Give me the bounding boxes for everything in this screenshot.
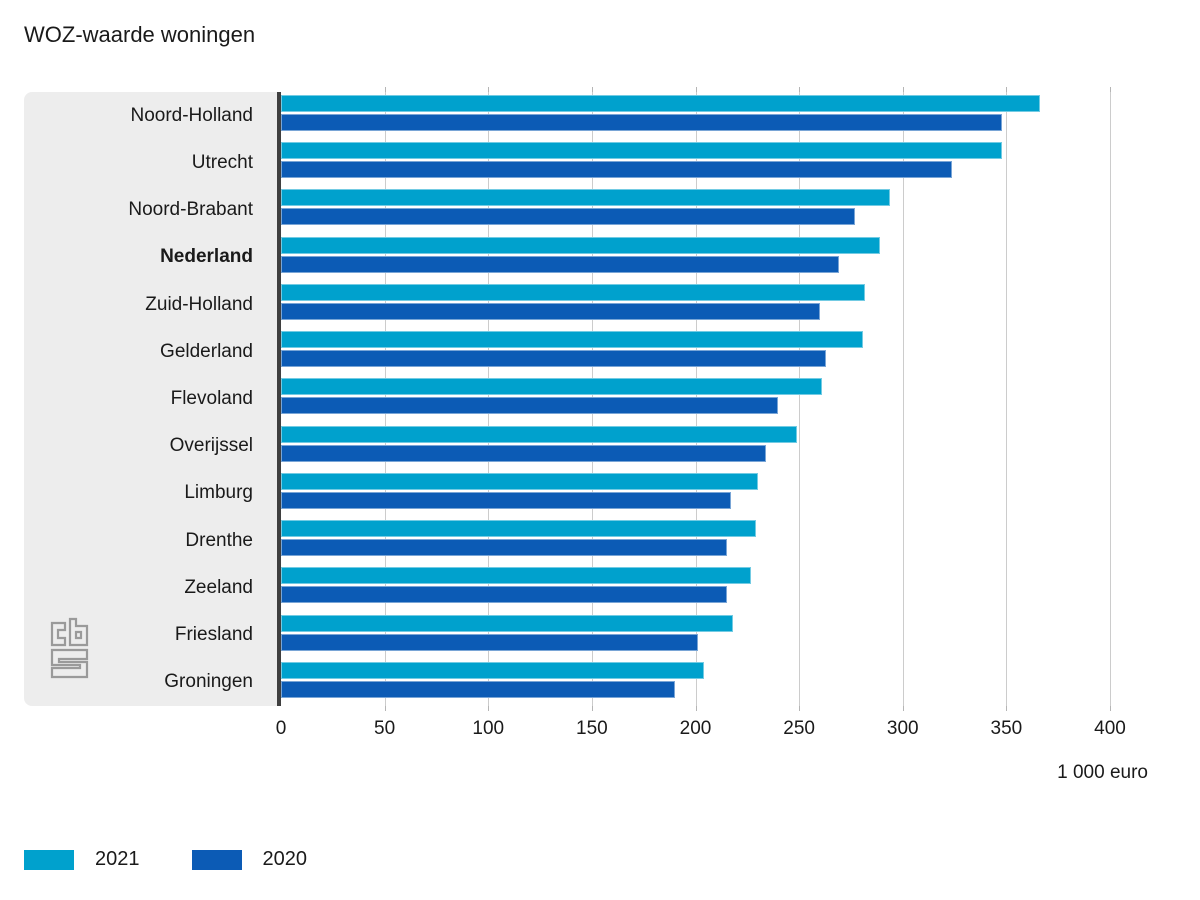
bar-group-nederland (281, 234, 1110, 281)
bar-2020-friesland[interactable] (281, 633, 698, 651)
legend-label-2021: 2021 (95, 848, 140, 870)
bar-2021-zeeland[interactable] (281, 567, 752, 585)
axis-tick-bottom-400 (1110, 706, 1111, 711)
bar-group-drenthe (281, 517, 1110, 564)
category-label-gelderland: Gelderland (160, 340, 253, 362)
gridline-350 (1006, 92, 1008, 706)
x-tick-label-0: 0 (275, 718, 287, 739)
axis-unit-label: 1 000 euro (1057, 762, 1148, 783)
bar-2021-zuid-holland[interactable] (281, 283, 866, 301)
x-tick-label-200: 200 (679, 718, 712, 739)
bar-2021-noord-holland[interactable] (281, 95, 1040, 112)
bar-group-noord-brabant (281, 186, 1110, 233)
bar-2020-groningen[interactable] (281, 680, 675, 698)
x-tick-label-250: 250 (783, 718, 815, 739)
category-label-overijssel: Overijssel (169, 435, 253, 457)
bar-2021-limburg[interactable] (281, 472, 758, 490)
legend-swatch-2021 (24, 849, 74, 870)
bar-2021-gelderland[interactable] (281, 331, 864, 349)
bar-2021-noord-brabant[interactable] (281, 189, 891, 207)
bar-group-zuid-holland (281, 281, 1110, 328)
bar-group-utrecht (281, 139, 1110, 186)
bar-2021-utrecht[interactable] (281, 142, 1003, 160)
bar-2021-overijssel[interactable] (281, 425, 798, 443)
gridline-250 (799, 92, 801, 706)
bar-group-zeeland (281, 564, 1110, 611)
axis-tick-bottom-100 (488, 706, 490, 711)
bar-2020-gelderland[interactable] (281, 350, 827, 368)
category-label-panel: Noord-Holland Utrecht Noord-Brabant Nederla… (24, 92, 277, 706)
axis-tick-bottom-50 (384, 706, 386, 711)
legend: 2021 2020 (24, 848, 359, 871)
cbs-logo-icon (50, 617, 89, 679)
axis-tick-top-50 (384, 87, 386, 92)
bar-2020-noord-brabant[interactable] (281, 208, 856, 226)
bar-2021-nederland[interactable] (281, 236, 880, 254)
gridline-400 (1110, 92, 1111, 706)
axis-tick-top-300 (902, 87, 904, 92)
category-label-zuid-holland: Zuid-Holland (145, 293, 253, 315)
axis-tick-top-100 (488, 87, 490, 92)
x-tick-label-150: 150 (576, 718, 608, 739)
axis-tick-bottom-350 (1006, 706, 1008, 711)
bar-group-overijssel (281, 423, 1110, 470)
legend-label-2020: 2020 (262, 848, 308, 870)
axis-tick-top-150 (591, 87, 593, 92)
category-label-zeeland: Zeeland (184, 576, 253, 598)
x-axis-tick-labels: 0 50 100 150 200 250 300 350 400 (276, 718, 1126, 744)
category-label-friesland: Friesland (174, 624, 253, 646)
bar-2020-overijssel[interactable] (281, 444, 766, 462)
axis-tick-top-400 (1110, 87, 1111, 92)
category-label-groningen: Groningen (164, 671, 253, 693)
bar-2020-nederland[interactable] (281, 255, 839, 273)
bar-2020-utrecht[interactable] (281, 161, 953, 179)
category-label-limburg: Limburg (184, 482, 253, 504)
chart-title: WOZ-waarde woningen (24, 22, 256, 47)
bar-2020-zeeland[interactable] (281, 586, 727, 604)
bars-area (281, 87, 1111, 711)
bar-rows-container (281, 92, 1110, 706)
axis-tick-bottom-300 (902, 706, 904, 711)
category-label-noord-brabant: Noord-Brabant (128, 199, 253, 221)
axis-tick-bottom-250 (799, 706, 801, 711)
bar-group-gelderland (281, 328, 1110, 375)
legend-swatch-2020 (191, 849, 242, 870)
bar-2021-drenthe[interactable] (281, 520, 756, 538)
axis-tick-top-350 (1006, 87, 1008, 92)
y-axis-line (277, 92, 281, 706)
x-tick-label-300: 300 (886, 718, 919, 739)
axis-tick-bottom-150 (591, 706, 593, 711)
category-label-nederland: Nederland (160, 246, 253, 268)
category-label-drenthe: Drenthe (185, 529, 253, 551)
category-label-utrecht: Utrecht (191, 151, 253, 173)
bar-2021-groningen[interactable] (281, 661, 704, 679)
bar-2021-friesland[interactable] (281, 614, 733, 632)
bar-2021-flevoland[interactable] (281, 378, 822, 396)
bar-group-limburg (281, 470, 1110, 517)
bar-group-groningen (281, 659, 1110, 706)
bar-group-noord-holland (281, 92, 1110, 139)
bar-group-friesland (281, 612, 1110, 659)
bar-2020-noord-holland[interactable] (281, 114, 1003, 131)
x-tick-label-400: 400 (1094, 718, 1126, 739)
category-label-noord-holland: Noord-Holland (130, 104, 253, 126)
gridline-300 (902, 92, 904, 706)
x-tick-label-50: 50 (374, 718, 396, 739)
bar-group-flevoland (281, 375, 1110, 422)
bar-2020-limburg[interactable] (281, 491, 731, 509)
axis-tick-bottom-200 (695, 706, 697, 711)
bar-2020-flevoland[interactable] (281, 397, 779, 415)
axis-tick-top-250 (799, 87, 801, 92)
legend-item-2020[interactable]: 2020 (191, 848, 308, 871)
legend-item-2021[interactable]: 2021 (24, 848, 140, 871)
category-label-flevoland: Flevoland (170, 388, 253, 410)
x-tick-label-100: 100 (472, 718, 505, 739)
x-tick-label-350: 350 (990, 718, 1023, 739)
bar-2020-zuid-holland[interactable] (281, 302, 820, 320)
axis-tick-top-200 (695, 87, 697, 92)
bar-2020-drenthe[interactable] (281, 539, 727, 557)
